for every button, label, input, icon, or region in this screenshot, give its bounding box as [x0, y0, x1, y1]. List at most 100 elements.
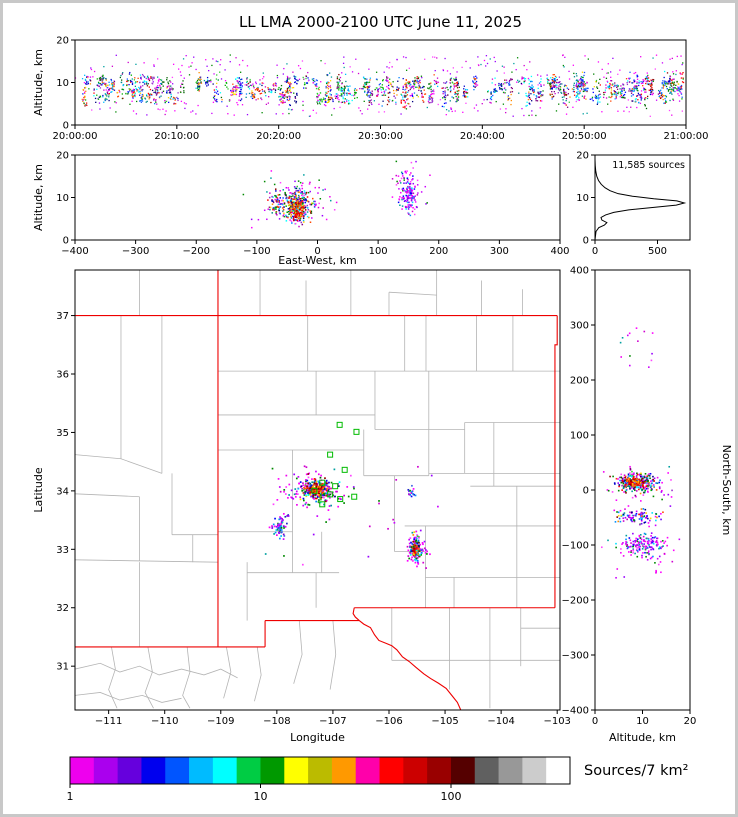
time-height-y-tick-label: 20	[56, 36, 69, 47]
alt-histogram-x-tick-label: 0	[592, 246, 598, 257]
map-y-tick-label: 31	[56, 662, 69, 673]
map-x-tick-label: −107	[319, 716, 346, 727]
colorbar-cell	[403, 757, 428, 784]
alt-histogram-y-tick-label: 10	[576, 193, 589, 204]
county-border-line	[144, 646, 154, 709]
time-height-x-tick-label: 20:10:00	[154, 131, 199, 142]
colorbar-cell	[379, 757, 404, 784]
flash-centroid-square	[319, 479, 326, 486]
alt-histogram-x-tick-label: 500	[648, 246, 667, 257]
ew-height-x-tick-label: −300	[122, 246, 149, 257]
ns-altitude-x-tick-label: 20	[684, 716, 697, 727]
county-border-line	[254, 646, 262, 702]
colorbar-cell	[474, 757, 500, 784]
county-border-line	[329, 620, 337, 690]
colorbar-tick-label: 1	[67, 790, 74, 803]
colorbar-cell	[165, 757, 190, 784]
time-height-y-tick-label: 0	[63, 121, 69, 132]
colorbar-cell	[189, 757, 214, 784]
flash-centroid-square	[311, 487, 318, 494]
colorbar-frame	[69, 756, 571, 785]
colorbar-tick-label: 10	[254, 790, 268, 803]
colorbar-cell	[236, 757, 261, 784]
ew-height-x-tick-label: −200	[183, 246, 210, 257]
colorbar-cell	[212, 757, 238, 784]
county-border-line	[182, 646, 191, 709]
map-y-axis-label: Latitude	[32, 467, 45, 513]
ew-height-y-tick-label: 0	[63, 236, 69, 247]
map-x-tick-label: −103	[543, 716, 570, 727]
map-y-tick-label: 32	[56, 603, 69, 614]
colorbar-cell	[450, 757, 476, 784]
map-x-tick-label: −106	[375, 716, 402, 727]
time-height-x-tick-label: 21:00:00	[664, 131, 709, 142]
ns-altitude-y-tick-label: 0	[583, 486, 589, 497]
ew-height-x-tick-label: 400	[550, 246, 569, 257]
ew-height-x-tick-label: 0	[314, 246, 320, 257]
ns-altitude-y-tick-label: −300	[562, 651, 589, 662]
alt-histogram-data-layer	[595, 155, 687, 240]
panel-time-height: 20:00:00 20:10:00 20:20:00 20:30:00 20:40:00…	[32, 36, 708, 143]
time-height-data-layer	[75, 54, 685, 117]
state-border-line	[352, 607, 462, 710]
county-border-line	[75, 559, 218, 563]
flash-centroid-square	[337, 496, 344, 503]
colorbar-cell	[427, 757, 452, 784]
county-border-line	[293, 620, 303, 684]
colorbar-cell	[70, 757, 95, 784]
map-x-axis-label: Longitude	[290, 731, 345, 744]
county-border-line	[388, 291, 437, 296]
ns-altitude-y-tick-label: −100	[562, 541, 589, 552]
ns-altitude-y-tick-label: 400	[570, 266, 589, 277]
ew-height-x-tick-label: 300	[490, 246, 509, 257]
ew-height-y-tick-label: 20	[56, 151, 69, 162]
colorbar-cell	[355, 757, 381, 784]
flash-centroid-square	[319, 501, 326, 508]
county-border-line	[75, 454, 163, 474]
altitude-histogram-curve	[595, 155, 687, 240]
county-border-line	[75, 662, 238, 679]
county-border-line	[223, 646, 232, 699]
colorbar-tick-label: 100	[441, 790, 462, 803]
ns-altitude-x-axis-label: Altitude, km	[609, 731, 676, 744]
ew-height-x-tick-label: −400	[61, 246, 88, 257]
map-x-tick-label: −104	[487, 716, 514, 727]
county-border-line	[75, 493, 140, 498]
time-height-x-tick-label: 20:30:00	[358, 131, 403, 142]
colorbar: 1 10 100	[67, 756, 571, 803]
map-y-tick-label: 36	[56, 370, 69, 381]
state-border-line	[554, 315, 558, 608]
flash-centroid-square	[327, 491, 334, 498]
figure-title: LL LMA 2000-2100 UTC June 11, 2025	[238, 13, 523, 31]
ew-height-axes-box	[74, 154, 561, 241]
map-x-tick-label: −108	[263, 716, 290, 727]
ns-altitude-y-tick-label: 300	[570, 321, 589, 332]
ew-height-x-tick-label: 200	[429, 246, 448, 257]
colorbar-cell	[260, 757, 285, 784]
colorbar-cell	[498, 757, 523, 784]
colorbar-cell	[284, 757, 309, 784]
panel-ew-height: −400 −300 −200 −100 0 100 200 300 400 0 10 20 East-W…	[32, 151, 570, 268]
ns-altitude-y-tick-label: −200	[562, 596, 589, 607]
colorbar-cell	[331, 757, 357, 784]
map-data-layer	[75, 270, 560, 710]
flash-centroid-square	[332, 483, 339, 490]
county-border-line	[75, 692, 182, 703]
map-x-tick-label: −110	[151, 716, 178, 727]
colorbar-cell	[308, 757, 333, 784]
map-y-tick-label: 33	[56, 545, 69, 556]
colorbar-cell	[546, 757, 571, 784]
time-height-x-tick-label: 20:40:00	[460, 131, 505, 142]
flash-centroid-square	[341, 466, 348, 473]
flash-centroid-square	[353, 428, 360, 435]
flash-centroid-square	[327, 451, 334, 458]
colorbar-label: Sources/7 km²	[584, 763, 689, 779]
ew-height-x-tick-label: −100	[243, 246, 270, 257]
ew-height-x-tick-label: 100	[369, 246, 388, 257]
ns-altitude-right-axis-label: North-South, km	[720, 445, 733, 536]
ew-height-x-axis-label: East-West, km	[278, 254, 356, 267]
flash-centroid-square	[351, 493, 358, 500]
ew-height-y-axis-label: Altitude, km	[32, 164, 45, 231]
